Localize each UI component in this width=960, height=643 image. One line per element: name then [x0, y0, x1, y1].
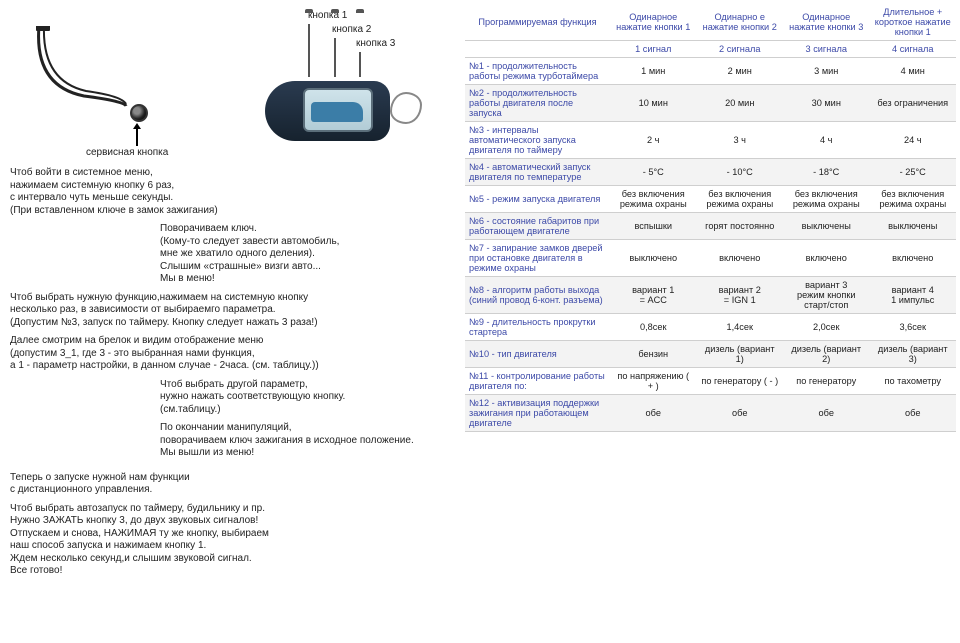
value-cell: обе [783, 395, 870, 432]
value-cell: 10 мин [610, 85, 697, 122]
value-cell: без ограничения [870, 85, 957, 122]
value-cell: дизель (вариант 1) [697, 341, 784, 368]
value-cell: 24 ч [870, 122, 957, 159]
value-cell: без включения режима охраны [783, 186, 870, 213]
func-cell: №4 - автоматический запуск двигателя по … [465, 159, 610, 186]
value-cell: вариант 2 = IGN 1 [697, 277, 784, 314]
th-1: Одинарное нажатие кнопки 1 [610, 4, 697, 41]
value-cell: без включения режима охраны [610, 186, 697, 213]
instruction-p3: Чтоб выбрать нужную функцию,нажимаем на … [10, 292, 457, 330]
th-3: Одинарное нажатие кнопки 3 [783, 4, 870, 41]
value-cell: включено [697, 240, 784, 277]
service-button-plug [130, 104, 148, 122]
value-cell: 1 мин [610, 58, 697, 85]
value-cell: выключено [610, 240, 697, 277]
instruction-p5: Чтоб выбрать другой параметр, нужно нажа… [160, 379, 457, 417]
value-cell: без включения режима охраны [697, 186, 784, 213]
value-cell: вариант 3 режим кнопки старт/стоп [783, 277, 870, 314]
value-cell: вариант 4 1 импульс [870, 277, 957, 314]
value-cell: 30 мин [783, 85, 870, 122]
value-cell: - 25°C [870, 159, 957, 186]
button-1-label: кнопка 1 [308, 10, 347, 21]
value-cell: бензин [610, 341, 697, 368]
value-cell: обе [870, 395, 957, 432]
value-cell: горят постоянно [697, 213, 784, 240]
value-cell: вспышки [610, 213, 697, 240]
value-cell: дизель (вариант 2) [783, 341, 870, 368]
func-cell: №3 - интервалы автоматического запуска д… [465, 122, 610, 159]
th-func: Программируемая функция [465, 4, 610, 41]
value-cell: выключены [783, 213, 870, 240]
func-cell: №11 - контролирование работы двигателя п… [465, 368, 610, 395]
value-cell: 1,4сек [697, 314, 784, 341]
button-2-label: кнопка 2 [332, 24, 371, 35]
value-cell: по тахометру [870, 368, 957, 395]
value-cell: вариант 1 = ACC [610, 277, 697, 314]
instruction-p7: Теперь о запуске нужной нам функции с ди… [10, 472, 457, 497]
value-cell: включено [870, 240, 957, 277]
value-cell: без включения режима охраны [870, 186, 957, 213]
func-cell: №2 - продолжительность работы двигателя … [465, 85, 610, 122]
value-cell: 2 ч [610, 122, 697, 159]
func-cell: №5 - режим запуска двигателя [465, 186, 610, 213]
value-cell: - 10°C [697, 159, 784, 186]
value-cell: 3 ч [697, 122, 784, 159]
settings-table: Программируемая функция Одинарное нажати… [465, 4, 956, 432]
value-cell: выключены [870, 213, 957, 240]
remote-diagram: сервисная кнопка кнопка 1 кнопка 2 кнопк… [10, 6, 457, 161]
value-cell: 3 мин [783, 58, 870, 85]
value-cell: 4 мин [870, 58, 957, 85]
value-cell: - 18°C [783, 159, 870, 186]
instruction-p6: По окончании манипуляций, поворачиваем к… [160, 422, 457, 460]
value-cell: по генератору [783, 368, 870, 395]
func-cell: №6 - состояние габаритов при работающем … [465, 213, 610, 240]
func-cell: №8 - алгоритм работы выхода (синий прово… [465, 277, 610, 314]
value-cell: 20 мин [697, 85, 784, 122]
func-cell: №1 - продолжительность работы режима тур… [465, 58, 610, 85]
value-cell: 2,0сек [783, 314, 870, 341]
value-cell: 4 ч [783, 122, 870, 159]
value-cell: по напряжению ( + ) [610, 368, 697, 395]
instruction-p8: Чтоб выбрать автозапуск по таймеру, буди… [10, 503, 457, 578]
func-cell: №7 - запирание замков дверей при останов… [465, 240, 610, 277]
value-cell: дизель (вариант 3) [870, 341, 957, 368]
func-cell: №12 - активизация поддержки зажигания пр… [465, 395, 610, 432]
instruction-p1: Чтоб войти в системное меню, нажимаем си… [10, 167, 457, 217]
service-button-label: сервисная кнопка [86, 147, 168, 158]
value-cell: - 5°C [610, 159, 697, 186]
func-cell: №10 - тип двигателя [465, 341, 610, 368]
value-cell: обе [610, 395, 697, 432]
func-cell: №9 - длительность прокрутки стартера [465, 314, 610, 341]
instruction-p4: Далее смотрим на брелок и видим отображе… [10, 335, 457, 373]
th-2: Одинарно е нажатие кнопки 2 [697, 4, 784, 41]
value-cell: 3,6сек [870, 314, 957, 341]
value-cell: по генератору ( - ) [697, 368, 784, 395]
value-cell: 2 мин [697, 58, 784, 85]
button-3-label: кнопка 3 [356, 38, 395, 49]
instruction-p2: Поворачиваем ключ. (Кому-то следует заве… [160, 223, 457, 286]
value-cell: включено [783, 240, 870, 277]
value-cell: 0,8сек [610, 314, 697, 341]
th-4: Длительное + короткое нажатие кнопки 1 [870, 4, 957, 41]
value-cell: обе [697, 395, 784, 432]
